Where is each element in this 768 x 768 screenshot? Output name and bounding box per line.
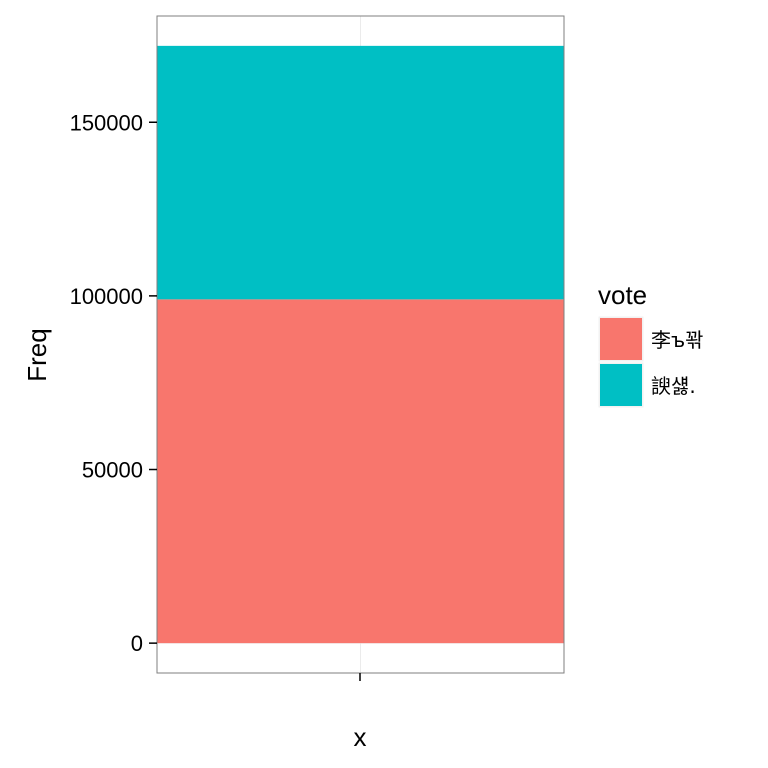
x-axis-title: x	[354, 722, 367, 752]
y-tick-label: 50000	[82, 458, 143, 483]
y-tick-label: 100000	[70, 284, 143, 309]
legend-item-label: 李ъ꽊	[651, 328, 704, 352]
legend-key-swatch	[600, 318, 642, 360]
y-axis: 0 50000 100000 150000	[70, 110, 157, 656]
bar-segment-2	[157, 45, 564, 300]
y-axis-title: Freq	[22, 328, 52, 381]
bar-segment-1	[157, 299, 564, 644]
legend-key-swatch	[600, 364, 642, 406]
legend-item-label: 諛섏.	[651, 374, 696, 398]
y-tick-label: 0	[131, 631, 143, 656]
legend: vote 李ъ꽊 諛섏.	[597, 280, 704, 409]
legend-title: vote	[598, 280, 647, 310]
bars	[157, 45, 564, 644]
y-tick-label: 150000	[70, 110, 143, 135]
x-axis: x	[354, 673, 367, 752]
